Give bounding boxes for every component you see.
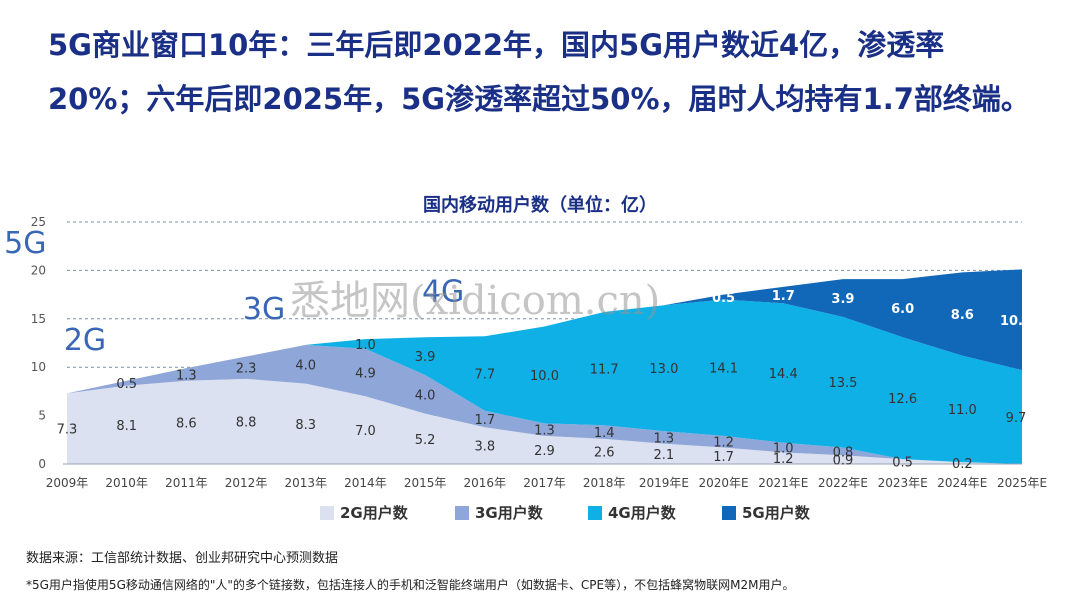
data-label: 2.3 xyxy=(236,362,257,377)
data-label: 7.7 xyxy=(474,367,495,382)
x-tick-label: 2012年 xyxy=(225,476,268,490)
x-tick-label: 2015年 xyxy=(404,476,447,490)
x-tick-label: 2014年 xyxy=(344,476,387,490)
legend-label: 4G用户数 xyxy=(608,504,677,522)
data-label: 5.2 xyxy=(415,433,436,448)
y-tick-label: 10 xyxy=(31,360,46,374)
data-label: 4.0 xyxy=(415,388,436,403)
y-tick-label: 15 xyxy=(31,312,46,326)
data-label: 0.5 xyxy=(712,291,735,306)
data-label: 3.8 xyxy=(474,440,495,455)
data-label: 0.2 xyxy=(952,457,973,472)
data-label: 13.5 xyxy=(828,376,857,391)
legend-label: 3G用户数 xyxy=(475,504,544,522)
data-label: 4.0 xyxy=(295,358,316,373)
x-tick-label: 2013年 xyxy=(284,476,327,490)
mobile-users-area-chart: 国内移动用户数（单位：亿） 0 5 10 15 20 25 7.3 8.1 8.6 8.8 8.3 7.… xyxy=(4,194,1047,522)
x-tick-label: 2022年E xyxy=(818,476,868,490)
data-label: 14.4 xyxy=(769,367,798,382)
legend-swatch xyxy=(455,506,469,520)
headline-line-1: 5G商业窗口10年：三年后即2022年，国内5G用户数近4亿，渗透率 xyxy=(48,28,945,62)
data-label: 12.6 xyxy=(888,392,917,407)
legend-label: 2G用户数 xyxy=(340,504,409,522)
y-tick-label: 5 xyxy=(38,409,46,423)
legend-swatch xyxy=(588,506,602,520)
data-label: 2.9 xyxy=(534,444,555,459)
x-tick-label: 2011年 xyxy=(165,476,208,490)
data-label: 1.7 xyxy=(713,450,734,465)
data-label: 9.7 xyxy=(1006,411,1027,426)
data-label: 13.0 xyxy=(649,362,678,377)
generation-annotation: 2G xyxy=(64,323,106,358)
data-label: 1.7 xyxy=(772,289,795,304)
data-label: 11.7 xyxy=(590,363,619,378)
x-tick-label: 2025年E xyxy=(997,476,1047,490)
data-label: 1.2 xyxy=(773,452,794,467)
data-label: 11.0 xyxy=(948,403,977,418)
area-series-4g xyxy=(67,269,1022,394)
y-tick-label: 25 xyxy=(31,215,46,229)
data-label: 1.3 xyxy=(534,424,555,439)
x-tick-label: 2024年E xyxy=(937,476,987,490)
data-label: 8.1 xyxy=(116,419,137,434)
x-tick-label: 2021年E xyxy=(758,476,808,490)
chart-title: 国内移动用户数（单位：亿） xyxy=(423,194,657,216)
area-series-1g xyxy=(67,378,1022,464)
data-label: 1.3 xyxy=(654,431,675,446)
data-label: 4.9 xyxy=(355,367,376,382)
x-tick-label: 2020年E xyxy=(699,476,749,490)
data-label: 2.6 xyxy=(594,445,615,460)
data-label: 8.6 xyxy=(951,308,974,323)
data-label: 10.0 xyxy=(530,369,559,384)
data-label: 1.7 xyxy=(474,413,495,428)
legend-swatch xyxy=(320,506,334,520)
data-label: 8.3 xyxy=(295,418,316,433)
data-label: 7.3 xyxy=(57,423,78,438)
footnote: *5G用户指使用5G移动通信网络的"人"的多个链接数，包括连接人的手机和泛智能终… xyxy=(26,578,795,592)
x-tick-label: 2016年 xyxy=(464,476,507,490)
y-tick-label: 20 xyxy=(31,263,46,277)
area-series-3g xyxy=(67,299,1022,464)
area-series-2g xyxy=(67,344,1022,464)
data-label: 6.0 xyxy=(891,302,914,317)
legend-swatch xyxy=(722,506,736,520)
data-label: 8.8 xyxy=(236,415,257,430)
data-label: 0.5 xyxy=(892,456,913,471)
generation-annotation: 3G xyxy=(243,292,285,327)
data-label: 10.4 xyxy=(1000,314,1032,329)
legend-label: 5G用户数 xyxy=(742,504,811,522)
x-tick-label: 2023年E xyxy=(878,476,928,490)
data-label: 2.1 xyxy=(654,448,675,463)
x-tick-label: 2010年 xyxy=(105,476,148,490)
data-label: 3.9 xyxy=(415,350,436,365)
data-label: 0.8 xyxy=(833,445,854,460)
data-label: 1.3 xyxy=(176,368,197,383)
generation-annotation: 5G xyxy=(4,226,46,261)
data-label: 1.0 xyxy=(355,338,376,353)
data-label: 7.0 xyxy=(355,424,376,439)
data-label: 8.6 xyxy=(176,416,197,431)
generation-annotation: 4G xyxy=(422,274,464,309)
data-label: 0.5 xyxy=(116,377,137,392)
data-source: 数据来源：工信部统计数据、创业邦研究中心预测数据 xyxy=(26,551,339,566)
x-tick-label: 2019年E xyxy=(639,476,689,490)
data-label: 1.2 xyxy=(713,436,734,451)
data-label: 0.9 xyxy=(833,454,854,469)
headline: 5G商业窗口10年：三年后即2022年，国内5G用户数近4亿，渗透率 20%；六… xyxy=(48,18,1068,126)
data-label: 3.9 xyxy=(831,292,854,307)
y-tick-label: 0 xyxy=(38,457,46,471)
headline-line-2: 20%；六年后即2025年，5G渗透率超过50%，届时人均持有1.7部终端。 xyxy=(48,82,1030,116)
x-tick-label: 2017年 xyxy=(523,476,566,490)
data-label: 1.0 xyxy=(773,442,794,457)
data-label: 14.1 xyxy=(709,362,738,377)
data-label: 1.4 xyxy=(594,426,615,441)
x-tick-label: 2018年 xyxy=(583,476,626,490)
x-tick-label: 2009年 xyxy=(46,476,89,490)
